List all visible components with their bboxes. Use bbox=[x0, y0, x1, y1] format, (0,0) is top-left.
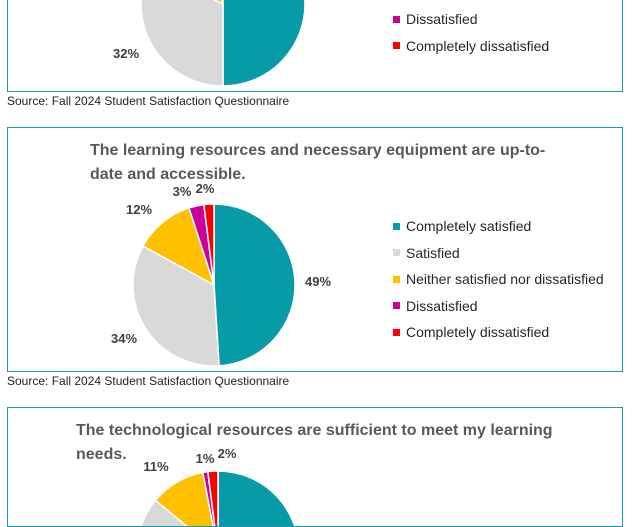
pie-chart-2: 49% 34% 12% 3% 2% bbox=[111, 181, 331, 367]
legend-item-dissatisfied: Dissatisfied bbox=[393, 293, 604, 320]
pie-slice-completely-satisfied bbox=[213, 203, 296, 367]
legend-label: Completely dissatisfied bbox=[406, 324, 550, 341]
pie-chart-1: 50%32% bbox=[113, 0, 306, 87]
legend-swatch-completely-dissatisfied bbox=[393, 328, 400, 336]
legend-swatch-dissatisfied bbox=[393, 15, 400, 23]
data-label-completely-dissatisfied: 2% bbox=[218, 446, 237, 461]
pie-slice-completely-satisfied bbox=[222, 0, 306, 87]
chart-panel-1: 50%32% Dissatisfied Completely dissatisf… bbox=[7, 0, 623, 92]
chart-title-2: The learning resources and necessary equ… bbox=[90, 142, 546, 183]
pie-slice-completely-dissatisfied bbox=[221, 0, 224, 5]
legend-label: Dissatisfied bbox=[406, 11, 478, 28]
pie-slice-neither bbox=[212, 0, 225, 6]
data-label-neither: 12% bbox=[126, 202, 152, 217]
chart-panel-2: The learning resources and necessary equ… bbox=[7, 127, 623, 372]
legend-label: Completely dissatisfied bbox=[406, 37, 550, 54]
legend-swatch-dissatisfied bbox=[393, 302, 400, 310]
source-note-2: Source: Fall 2024 Student Satisfaction Q… bbox=[7, 374, 290, 388]
chart-title-3: The technological resources are sufficie… bbox=[76, 422, 553, 463]
data-label-dissatisfied: 1% bbox=[196, 451, 215, 466]
data-label-completely-satisfied: 49% bbox=[305, 274, 331, 289]
legend-item-neither: Neither satisfied nor dissatisfied bbox=[393, 266, 604, 293]
data-label-completely-dissatisfied: 2% bbox=[196, 181, 215, 196]
legend-item-completely-dissatisfied: Completely dissatisfied bbox=[393, 33, 549, 60]
pie-slice-completely-dissatisfied bbox=[203, 203, 215, 286]
legend-label: Satisfied bbox=[406, 244, 460, 261]
legend-swatch-completely-satisfied bbox=[393, 222, 400, 230]
chart-panel-3: The technological resources are sufficie… bbox=[7, 407, 623, 527]
data-label-satisfied: 34% bbox=[111, 331, 137, 346]
legend-item-completely-satisfied: Completely satisfied bbox=[393, 213, 604, 240]
pie-chart-3: 11% 1% 2% bbox=[140, 446, 296, 526]
legend-swatch-completely-dissatisfied bbox=[393, 42, 400, 50]
pie-slice-neither bbox=[142, 207, 216, 287]
legend-swatch-satisfied bbox=[393, 249, 400, 257]
data-label-dissatisfied: 3% bbox=[173, 184, 192, 199]
pie-slice-completely-satisfied bbox=[217, 470, 296, 526]
legend-swatch-neither bbox=[393, 275, 400, 283]
source-note-1: Source: Fall 2024 Student Satisfaction Q… bbox=[7, 94, 290, 108]
pie-slice-satisfied bbox=[140, 0, 224, 87]
legend-2: Completely satisfied Satisfied Neither s… bbox=[393, 213, 604, 346]
data-label-neither: 11% bbox=[143, 459, 169, 474]
legend-item-satisfied: Satisfied bbox=[393, 240, 604, 267]
legend-label: Completely satisfied bbox=[406, 218, 532, 235]
legend-label: Dissatisfied bbox=[406, 297, 478, 314]
legend-item-dissatisfied: Dissatisfied bbox=[393, 6, 549, 33]
legend-1: Dissatisfied Completely dissatisfied bbox=[393, 6, 549, 59]
data-label-satisfied: 32% bbox=[113, 46, 139, 61]
legend-item-completely-dissatisfied: Completely dissatisfied bbox=[393, 319, 604, 346]
legend-label: Neither satisfied nor dissatisfied bbox=[406, 271, 604, 288]
